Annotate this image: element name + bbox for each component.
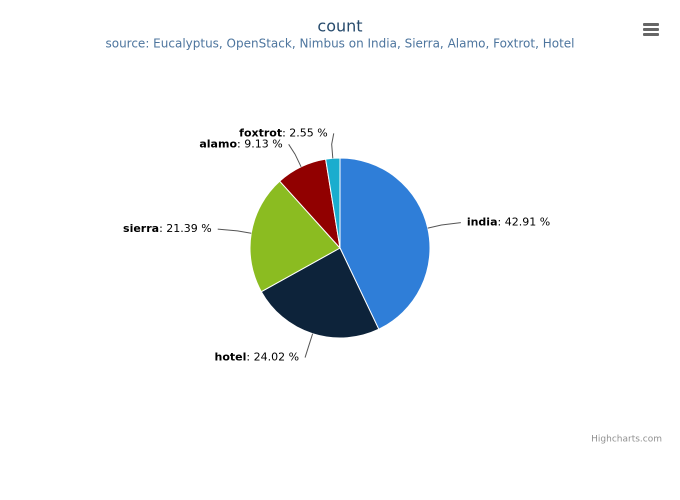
chart-subtitle: source: Eucalyptus, OpenStack, Nimbus on… bbox=[105, 37, 574, 51]
data-label: hotel: 24.02 % bbox=[215, 351, 300, 364]
pie-slice bbox=[339, 157, 431, 330]
data-label: alamo: 9.13 % bbox=[199, 137, 282, 150]
data-label-value: : 24.02 % bbox=[246, 351, 299, 364]
label-connector bbox=[217, 228, 252, 234]
label-connector bbox=[427, 222, 461, 229]
data-label-value: : 9.13 % bbox=[237, 137, 283, 150]
menu-bar bbox=[643, 33, 659, 36]
pie-slice bbox=[325, 157, 341, 249]
data-label-value: : 21.39 % bbox=[159, 222, 212, 235]
menu-bar bbox=[643, 23, 659, 26]
data-label-name: foxtrot bbox=[239, 126, 282, 139]
data-label: foxtrot: 2.55 % bbox=[239, 126, 328, 139]
credits[interactable]: Highcharts.com bbox=[591, 435, 662, 445]
data-label-value: : 2.55 % bbox=[282, 126, 328, 139]
data-label-value: : 42.91 % bbox=[498, 216, 551, 229]
label-connector bbox=[288, 144, 302, 168]
data-label-name: india bbox=[467, 216, 498, 229]
menu-bar bbox=[643, 28, 659, 31]
menu-button[interactable] bbox=[636, 18, 666, 42]
data-label-name: hotel bbox=[215, 351, 247, 364]
data-label-name: sierra bbox=[123, 222, 159, 235]
data-label: sierra: 21.39 % bbox=[123, 222, 212, 235]
label-connector bbox=[331, 133, 335, 159]
chart-title: count bbox=[317, 17, 362, 36]
label-connector bbox=[304, 333, 314, 358]
pie-slice bbox=[260, 247, 380, 339]
data-label: india: 42.91 % bbox=[467, 216, 550, 229]
data-label-name: alamo bbox=[199, 137, 237, 150]
